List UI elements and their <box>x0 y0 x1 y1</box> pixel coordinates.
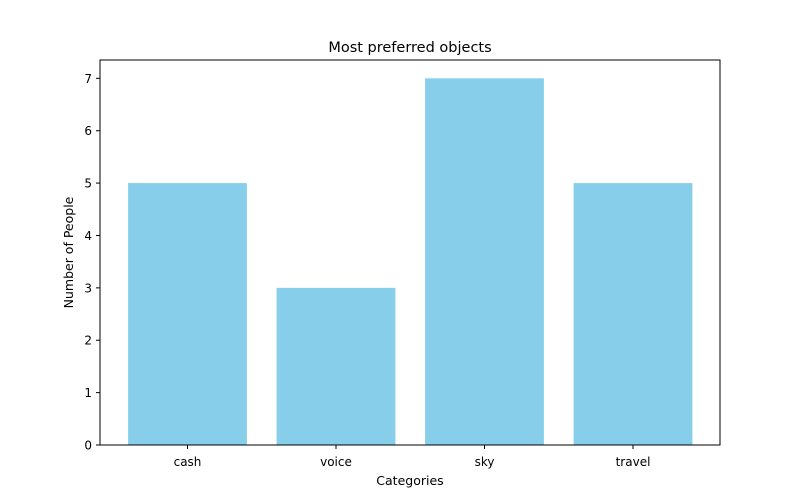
bar-travel <box>573 183 693 445</box>
y-tick-label-0: 0 <box>84 439 92 453</box>
x-tick-label-cash: cash <box>174 455 202 469</box>
y-tick-label-3: 3 <box>84 281 92 295</box>
bar-voice <box>276 287 396 445</box>
chart-title: Most preferred objects <box>328 40 491 56</box>
x-tick-label-travel: travel <box>616 455 651 469</box>
x-tick-label-sky: sky <box>475 455 495 469</box>
x-tick-label-voice: voice <box>320 455 352 469</box>
x-axis-label: Categories <box>376 473 443 488</box>
y-tick-label-1: 1 <box>84 386 92 400</box>
y-tick-label-2: 2 <box>84 334 92 348</box>
bar-sky <box>425 78 544 445</box>
y-tick-label-4: 4 <box>84 229 92 243</box>
bars-layer <box>128 78 693 445</box>
ticks-layer: cash voice sky travel 0 1 2 3 4 5 6 7 <box>84 72 650 469</box>
y-tick-label-6: 6 <box>84 124 92 138</box>
y-tick-label-7: 7 <box>84 72 92 86</box>
y-axis-label: Number of People <box>61 196 76 308</box>
plot-frame <box>99 59 721 446</box>
y-tick-label-5: 5 <box>84 177 92 191</box>
bar-cash <box>128 183 247 445</box>
